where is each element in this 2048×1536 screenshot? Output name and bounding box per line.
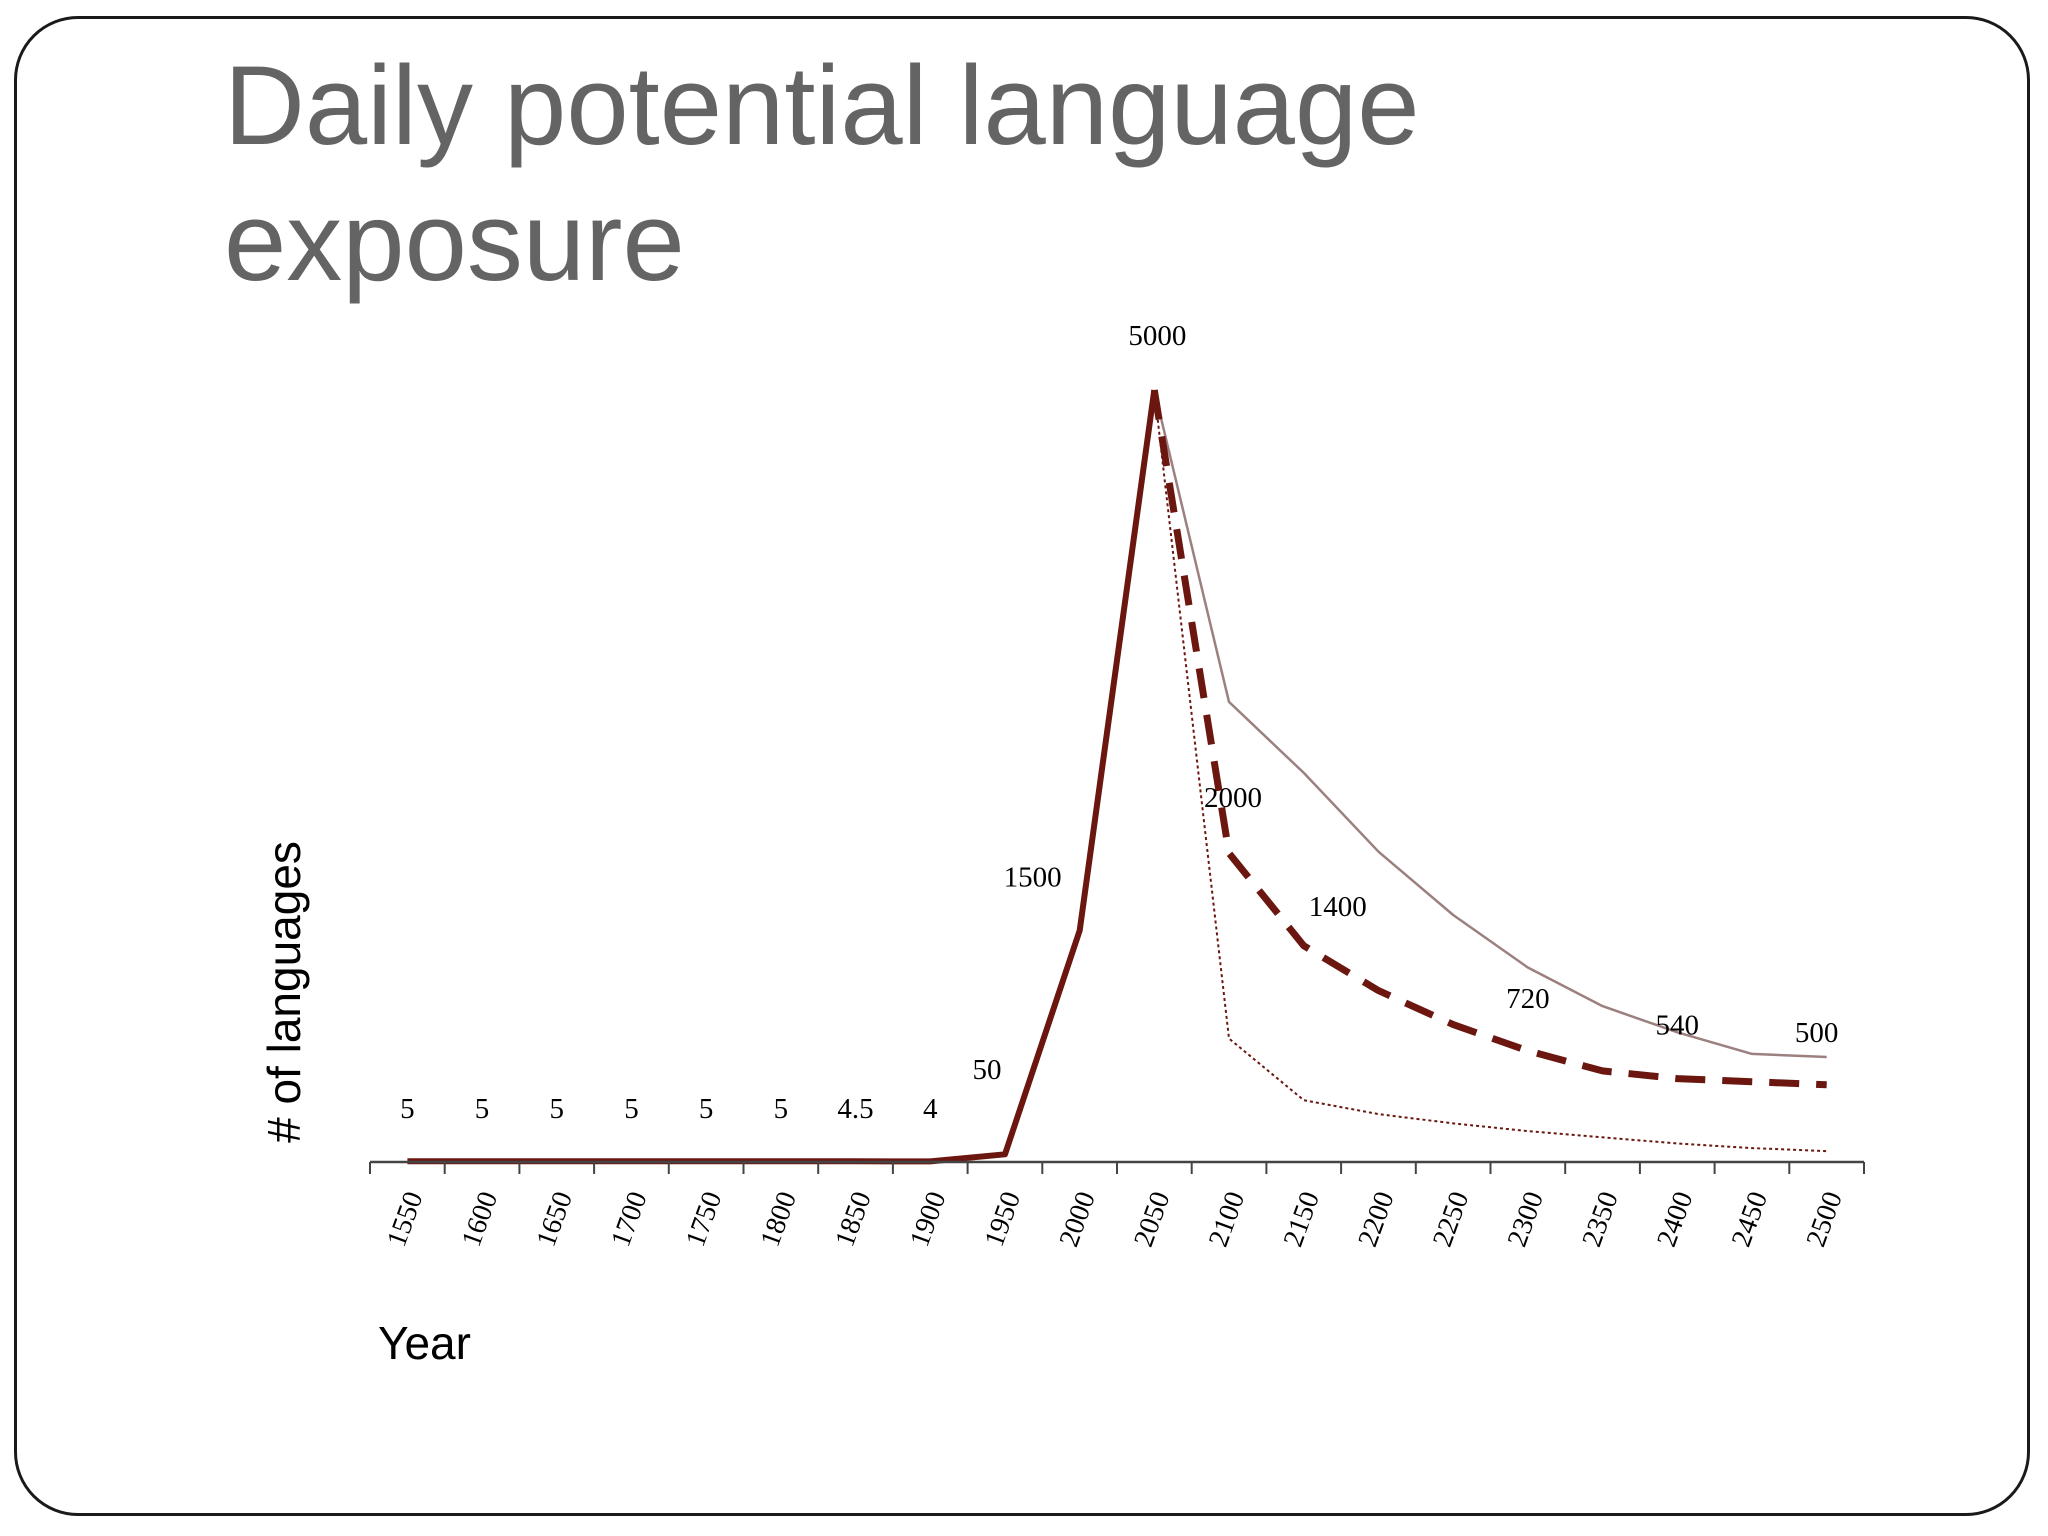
x-axis: 1550 1600 1650 1700 1750 1800 1850 1900 1950 2000… (369, 1160, 1865, 1251)
data-label: 5000 (1128, 320, 1186, 352)
data-label: 500 (1795, 1017, 1839, 1049)
x-tick-label: 1550 (381, 1188, 429, 1251)
data-label: 2000 (1204, 782, 1262, 814)
series-line-solid-thick (407, 389, 1158, 1165)
x-tick-label: 2050 (1128, 1188, 1176, 1251)
data-label-layer: 5 5 5 5 5 5 4.5 4 50 1500 5000 2000 1400 720 540 500 (400, 320, 1838, 1125)
data-label: 4.5 (837, 1093, 873, 1125)
series-line-dashed (1150, 389, 1827, 1089)
x-tick-label: 1900 (904, 1188, 952, 1251)
x-tick-label: 1950 (979, 1188, 1027, 1251)
x-tick-label: 1600 (456, 1188, 504, 1251)
data-label: 1400 (1309, 891, 1367, 923)
data-label: 5 (475, 1093, 490, 1125)
data-label: 1500 (1004, 861, 1062, 893)
x-tick-label: 1650 (531, 1188, 579, 1251)
slide-title: Daily potential language exposure (224, 43, 1420, 304)
x-tick-label: 2200 (1352, 1188, 1400, 1251)
data-label: 4 (923, 1093, 938, 1125)
series-line-solid-thin (1153, 389, 1827, 1059)
x-tick-label: 1700 (605, 1188, 653, 1251)
x-tick-label: 2450 (1726, 1188, 1774, 1251)
x-tick-label: 1750 (680, 1188, 728, 1251)
data-label: 5 (400, 1093, 415, 1125)
x-tick-label: 1800 (755, 1188, 803, 1251)
data-label: 5 (699, 1093, 714, 1125)
series-line-dotted (1153, 389, 1827, 1153)
slide-frame (14, 16, 2030, 1516)
data-label: 5 (624, 1093, 639, 1125)
x-tick-label: 2500 (1801, 1188, 1849, 1251)
y-axis-title: # of languages (258, 841, 310, 1143)
data-label: 5 (774, 1093, 789, 1125)
x-axis-title: Year (378, 1317, 471, 1369)
x-tick-label: 2000 (1054, 1188, 1102, 1251)
series-layer (407, 389, 1827, 1165)
x-tick-label: 2250 (1427, 1188, 1475, 1251)
x-tick-label: 2400 (1651, 1188, 1699, 1251)
x-tick-label: 2100 (1203, 1188, 1251, 1251)
x-tick-label: 1850 (829, 1188, 877, 1251)
x-tick-label: 2350 (1576, 1188, 1624, 1251)
data-label: 540 (1656, 1010, 1700, 1042)
x-tick-label: 2300 (1502, 1188, 1550, 1251)
data-label: 5 (550, 1093, 565, 1125)
x-tick-label: 2150 (1278, 1188, 1326, 1251)
data-label: 720 (1506, 983, 1550, 1015)
data-label: 50 (972, 1054, 1001, 1086)
